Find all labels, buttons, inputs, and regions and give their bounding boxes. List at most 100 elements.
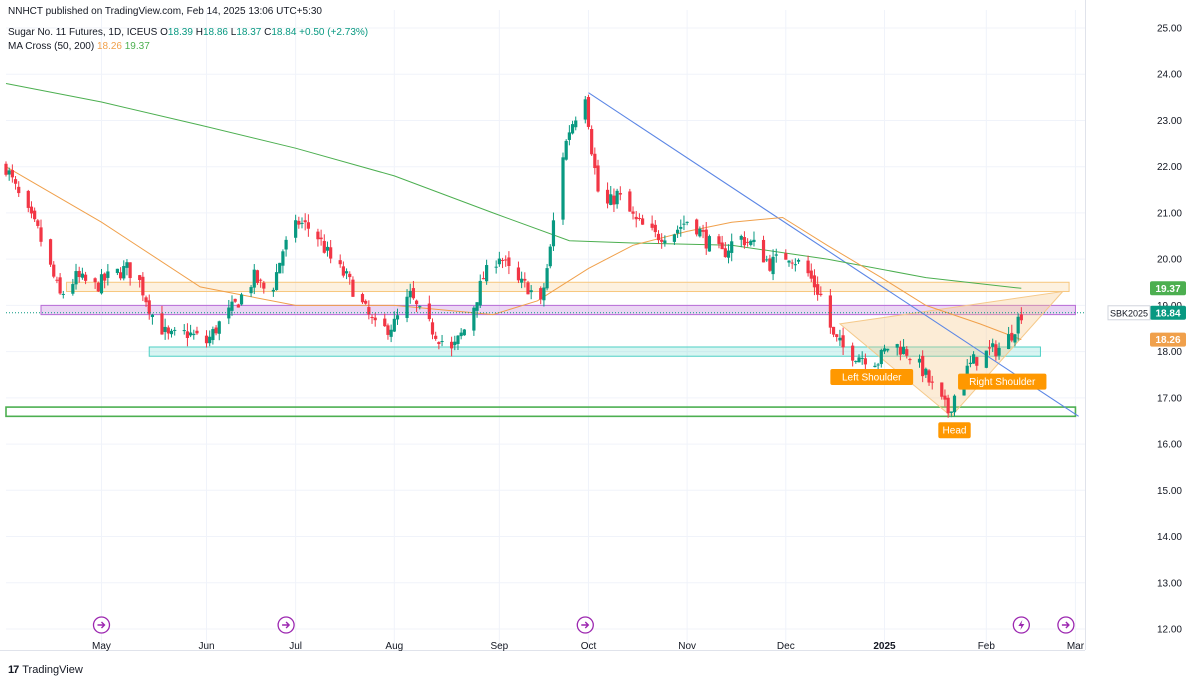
candle-body: [52, 264, 56, 277]
candle-body: [618, 192, 622, 195]
candle-body: [17, 186, 21, 194]
candle-body: [189, 332, 193, 336]
candle-body: [991, 343, 995, 347]
candle-body: [462, 329, 466, 336]
candle-body: [150, 314, 155, 318]
candle-body: [48, 239, 53, 265]
candle-body: [405, 296, 409, 318]
candle-body: [274, 272, 279, 291]
symbol-tag: [1107, 305, 1151, 321]
candle-body: [943, 395, 947, 400]
candle-body: [882, 348, 887, 352]
ohlc-open-label: O: [160, 27, 168, 38]
candle-body: [7, 170, 11, 175]
pattern-label: Right Shoulder: [969, 377, 1036, 388]
candle-body: [497, 258, 501, 265]
candle-body: [927, 370, 931, 383]
candle-body: [204, 335, 209, 344]
candle-body: [679, 226, 683, 229]
candle-body: [10, 170, 14, 178]
candle-body: [122, 266, 126, 279]
y-tick-label: 13.00: [1157, 578, 1182, 589]
candle-body: [987, 347, 992, 349]
candle-body: [281, 251, 285, 266]
dividend-arrow-icon[interactable]: [576, 616, 594, 634]
candle-body: [418, 306, 422, 308]
candle-body: [940, 382, 944, 397]
candle-body: [682, 223, 686, 225]
candle-body: [1007, 334, 1011, 350]
candle-body: [685, 221, 689, 223]
candle-body: [351, 279, 355, 297]
candle-body: [752, 239, 756, 242]
y-tick-label: 16.00: [1157, 440, 1182, 451]
candle-body: [742, 237, 747, 246]
candle-body: [838, 337, 842, 341]
y-tick-label: 18.00: [1157, 347, 1182, 358]
candle-body: [749, 240, 753, 245]
candle-body: [459, 332, 463, 337]
candle-body: [147, 300, 151, 314]
candle-body: [325, 246, 330, 251]
dividend-arrow-icon[interactable]: [1057, 616, 1075, 634]
candle-body: [851, 345, 855, 361]
candle-body: [303, 220, 307, 223]
candle-body: [860, 357, 864, 359]
lightning-icon[interactable]: [1012, 616, 1030, 634]
candle-body: [507, 257, 511, 266]
candle-body: [4, 163, 8, 175]
candle-body: [322, 240, 326, 253]
dividend-arrow-icon[interactable]: [277, 616, 295, 634]
ohlc-close: 18.84: [271, 27, 297, 38]
y-tick-label: 25.00: [1157, 24, 1182, 35]
candle-body: [790, 262, 794, 264]
candle-body: [26, 190, 30, 208]
footer-brand[interactable]: 17 TradingView: [8, 664, 83, 676]
candle-body: [74, 271, 78, 285]
candle-body: [329, 247, 333, 259]
candle-body: [160, 313, 164, 335]
candle-body: [1016, 316, 1020, 334]
indicator-name: MA Cross (50, 200): [8, 41, 95, 52]
candle-body: [13, 179, 18, 184]
pattern-label-box: [938, 422, 971, 439]
candle-body: [456, 335, 460, 344]
candle-body: [233, 298, 237, 302]
x-tick-label: Sep: [490, 641, 508, 652]
candle-body: [58, 277, 62, 294]
candle-body: [561, 157, 565, 220]
candle-body: [252, 269, 256, 288]
candle-body: [886, 348, 890, 351]
candle-body: [545, 268, 549, 289]
y-tick-label: 20.00: [1157, 255, 1182, 266]
candle-body: [841, 335, 845, 348]
candle-body: [1010, 332, 1014, 341]
price-tag: [1150, 281, 1186, 296]
candle-body: [214, 327, 218, 334]
candle-body: [414, 300, 419, 305]
candle-body: [316, 231, 320, 240]
candle-body: [373, 317, 377, 321]
candle-body: [99, 274, 104, 294]
candle-body: [389, 329, 393, 337]
dividend-arrow-icon[interactable]: [92, 616, 111, 634]
candle-body: [908, 358, 912, 361]
candle-body: [195, 330, 199, 334]
candle-body: [284, 239, 288, 250]
candle-body: [395, 315, 400, 320]
candle-body: [529, 290, 533, 293]
candle-body: [930, 381, 934, 383]
candle-body: [672, 234, 677, 242]
candle-body: [796, 259, 801, 262]
ohlc-high-label: H: [195, 27, 203, 38]
candle-body: [360, 294, 365, 303]
candles: [4, 94, 1023, 418]
candle-body: [236, 304, 240, 308]
candle-body: [701, 230, 705, 232]
candle-body: [675, 229, 680, 234]
indicator-line[interactable]: MA Cross (50, 200) 18.26 19.37: [8, 41, 150, 52]
candle-body: [217, 321, 221, 334]
candle-body: [949, 411, 953, 413]
candle-body: [77, 270, 81, 278]
